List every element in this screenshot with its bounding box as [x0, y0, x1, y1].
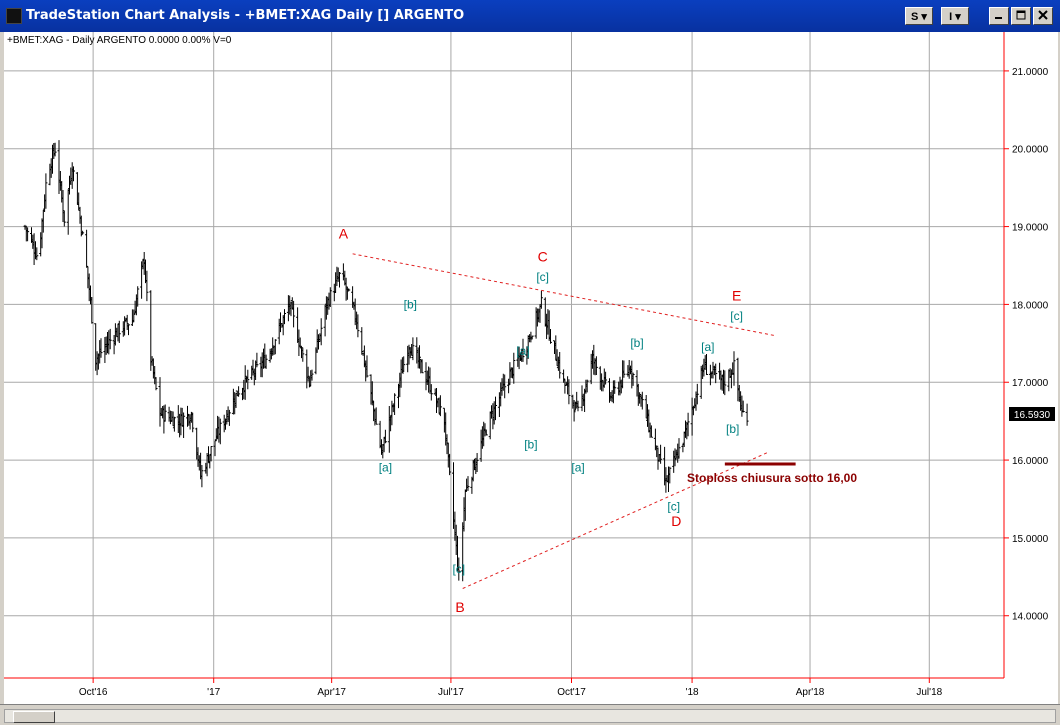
x-tick-label: Apr'17 [317, 687, 346, 698]
x-tick-label: '17 [207, 687, 220, 698]
wave-label-minor: [c] [536, 270, 549, 284]
y-tick-label: 20.0000 [1012, 145, 1049, 156]
status-bar [0, 704, 1060, 725]
price-axis: 21.0000 20.0000 19.0000 18.0000 17.0000 16.00… [1004, 67, 1049, 623]
window-title: TradeStation Chart Analysis - +BMET:XAG … [26, 8, 465, 23]
time-axis: Oct'16 '17 Apr'17 Jul'17 Oct'17 '18 Apr'18 Jul'… [79, 678, 943, 698]
insert-menu-label: I [949, 11, 953, 23]
wave-label-minor: [b] [630, 336, 643, 350]
maximize-icon [1016, 10, 1026, 20]
chevron-down-icon: ▾ [952, 11, 961, 23]
wave-label-minor: [b] [524, 437, 537, 451]
stoploss-label: Stoploss chiusura sotto 16,00 [687, 471, 857, 485]
minimize-icon [995, 17, 1002, 19]
trendline-lower [462, 451, 769, 589]
x-tick-label: Oct'17 [557, 687, 586, 698]
wave-label-minor: [c] [667, 500, 680, 514]
title-bar[interactable]: TradeStation Chart Analysis - +BMET:XAG … [0, 0, 1060, 32]
y-tick-label: 18.0000 [1012, 300, 1049, 311]
last-price-tag [1009, 407, 1055, 421]
wave-label-major: D [671, 513, 681, 529]
wave-label-minor: [c] [452, 562, 465, 576]
horizontal-scrollbar[interactable] [4, 709, 1056, 723]
chart-area[interactable]: A B C D E [b] [a] [c] [a] [b] [c] [a] [b] [c] [a] [c] [b… [4, 32, 1058, 704]
style-menu-button[interactable]: S ▾ [905, 7, 933, 25]
maximize-button[interactable] [1011, 7, 1031, 25]
wave-label-minor: [a] [701, 340, 714, 354]
y-tick-label: 19.0000 [1012, 223, 1049, 234]
wave-labels: A B C D E [b] [a] [c] [a] [b] [c] [a] [b] [c] [a] [c] [b… [339, 225, 858, 615]
close-button[interactable] [1033, 7, 1053, 25]
scrollbar-thumb[interactable] [13, 711, 55, 723]
wave-label-major: E [732, 288, 741, 304]
y-tick-label: 17.0000 [1012, 378, 1049, 389]
wave-label-major: A [339, 225, 349, 241]
trendline-upper [352, 253, 775, 337]
ohlc-bar-series [23, 140, 749, 582]
wave-label-minor: [b] [726, 422, 739, 436]
wave-label-major: C [538, 249, 548, 265]
y-tick-label: 14.0000 [1012, 612, 1049, 623]
x-tick-label: '18 [686, 687, 699, 698]
last-price-label: 16.5930 [1014, 410, 1051, 421]
price-chart[interactable]: A B C D E [b] [a] [c] [a] [b] [c] [a] [b] [c] [a] [c] [b… [4, 32, 1058, 704]
x-tick-label: Apr'18 [796, 687, 825, 698]
x-tick-label: Jul'17 [438, 687, 464, 698]
minimize-button[interactable] [989, 7, 1009, 25]
x-tick-label: Oct'16 [79, 687, 108, 698]
chevron-down-icon: ▾ [918, 11, 927, 23]
y-tick-label: 21.0000 [1012, 67, 1049, 78]
chart-header: +BMET:XAG - Daily ARGENTO 0.0000 0.00% V… [7, 35, 232, 46]
wave-label-minor: [a] [571, 461, 584, 475]
y-tick-label: 15.0000 [1012, 534, 1049, 545]
wave-label-major: B [455, 599, 464, 615]
close-icon [1038, 10, 1048, 20]
wave-label-minor: [b] [404, 297, 417, 311]
x-tick-label: Jul'18 [916, 687, 942, 698]
trendlines [352, 253, 796, 589]
grid-lines [4, 32, 1004, 678]
wave-label-minor: [c] [730, 309, 743, 323]
y-tick-label: 16.0000 [1012, 456, 1049, 467]
wave-label-minor: [a] [379, 461, 392, 475]
wave-label-minor: [a] [516, 344, 529, 358]
price-bars [23, 140, 749, 582]
insert-menu-button[interactable]: I ▾ [941, 7, 969, 25]
app-icon [6, 8, 22, 24]
style-menu-label: S [911, 11, 919, 23]
